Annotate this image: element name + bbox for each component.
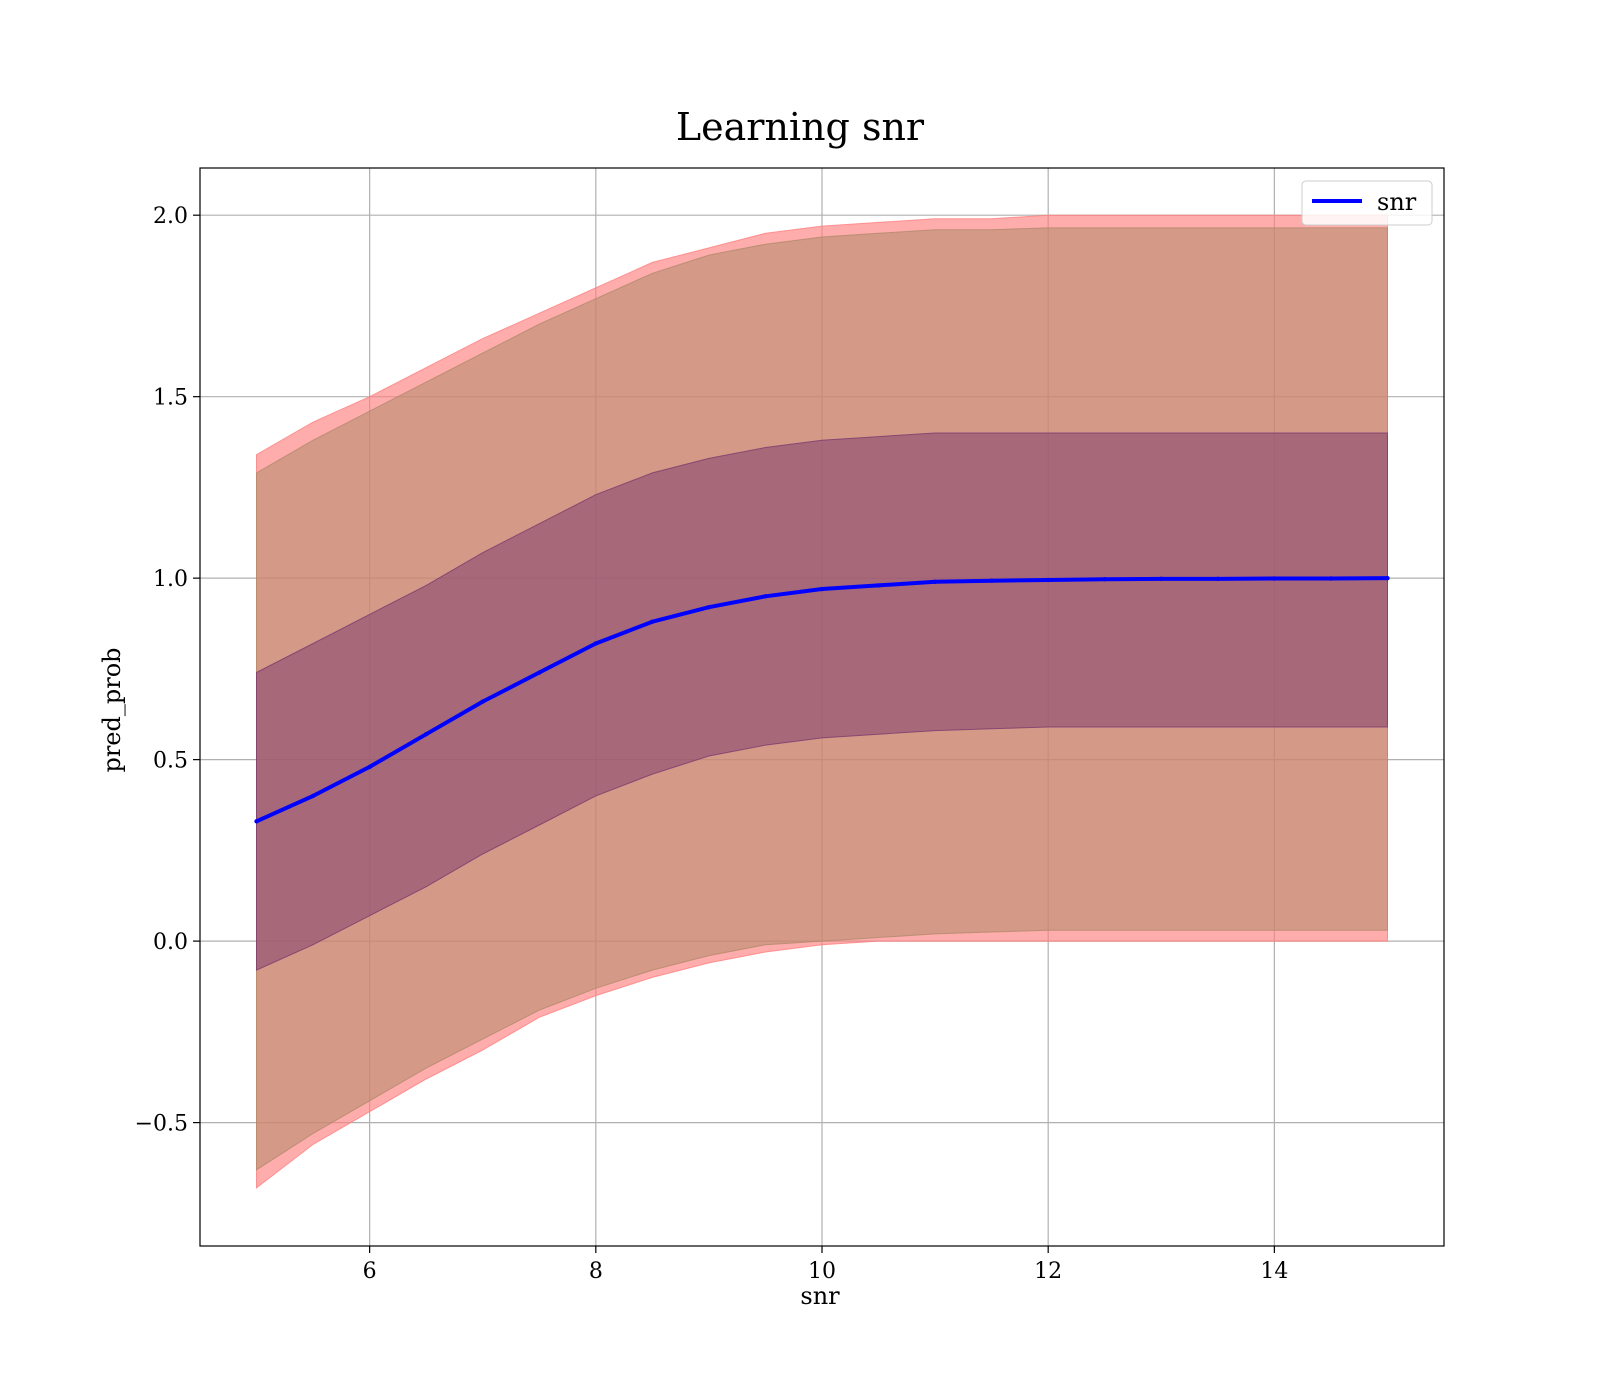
legend: snr [1301,180,1433,226]
data-point [1159,576,1164,582]
y-tick-label: 2.0 [153,204,188,229]
x-axis-label: snr [800,1282,840,1310]
x-tick-label: 8 [589,1259,603,1284]
data-point [763,594,768,599]
data-point [423,732,429,737]
legend-label-snr: snr [1377,188,1417,216]
y-tick-label: −0.5 [135,1112,188,1137]
data-point [932,579,938,584]
band-2 [256,432,1388,971]
data-point [1385,575,1390,581]
data-point [989,578,994,583]
x-tick-label: 12 [1034,1259,1062,1284]
data-point [1045,577,1051,583]
y-tick-label: 1.0 [153,567,188,592]
x-axis-ticks: 6 8 10 12 14 [363,1246,1288,1284]
data-point [593,641,599,646]
y-axis-ticks: −0.5 0.0 0.5 1.0 1.5 2.0 [135,204,200,1137]
series-lines [254,575,1390,824]
x-tick-label: 6 [363,1259,377,1284]
y-tick-label: 1.5 [153,386,188,411]
chart-title: Learning snr [676,105,925,149]
data-point [254,819,259,824]
y-tick-label: 0.5 [153,749,188,774]
data-point [1215,576,1221,582]
data-point [650,619,655,624]
data-point [367,764,372,770]
y-tick-label: 0.0 [153,930,188,955]
plot-area [199,167,1445,1247]
data-point [480,699,485,704]
data-point [1328,576,1334,581]
data-point [1102,577,1107,582]
confidence-bands [256,214,1388,1189]
legend-box [1301,180,1433,226]
data-point [1272,576,1277,581]
data-point [876,583,881,588]
x-tick-label: 10 [808,1259,836,1284]
data-point [310,793,316,799]
data-point [819,586,825,592]
y-axis-label: pred_prob [98,647,126,772]
x-tick-label: 14 [1260,1259,1288,1284]
data-point [537,670,542,675]
data-point [706,604,712,610]
